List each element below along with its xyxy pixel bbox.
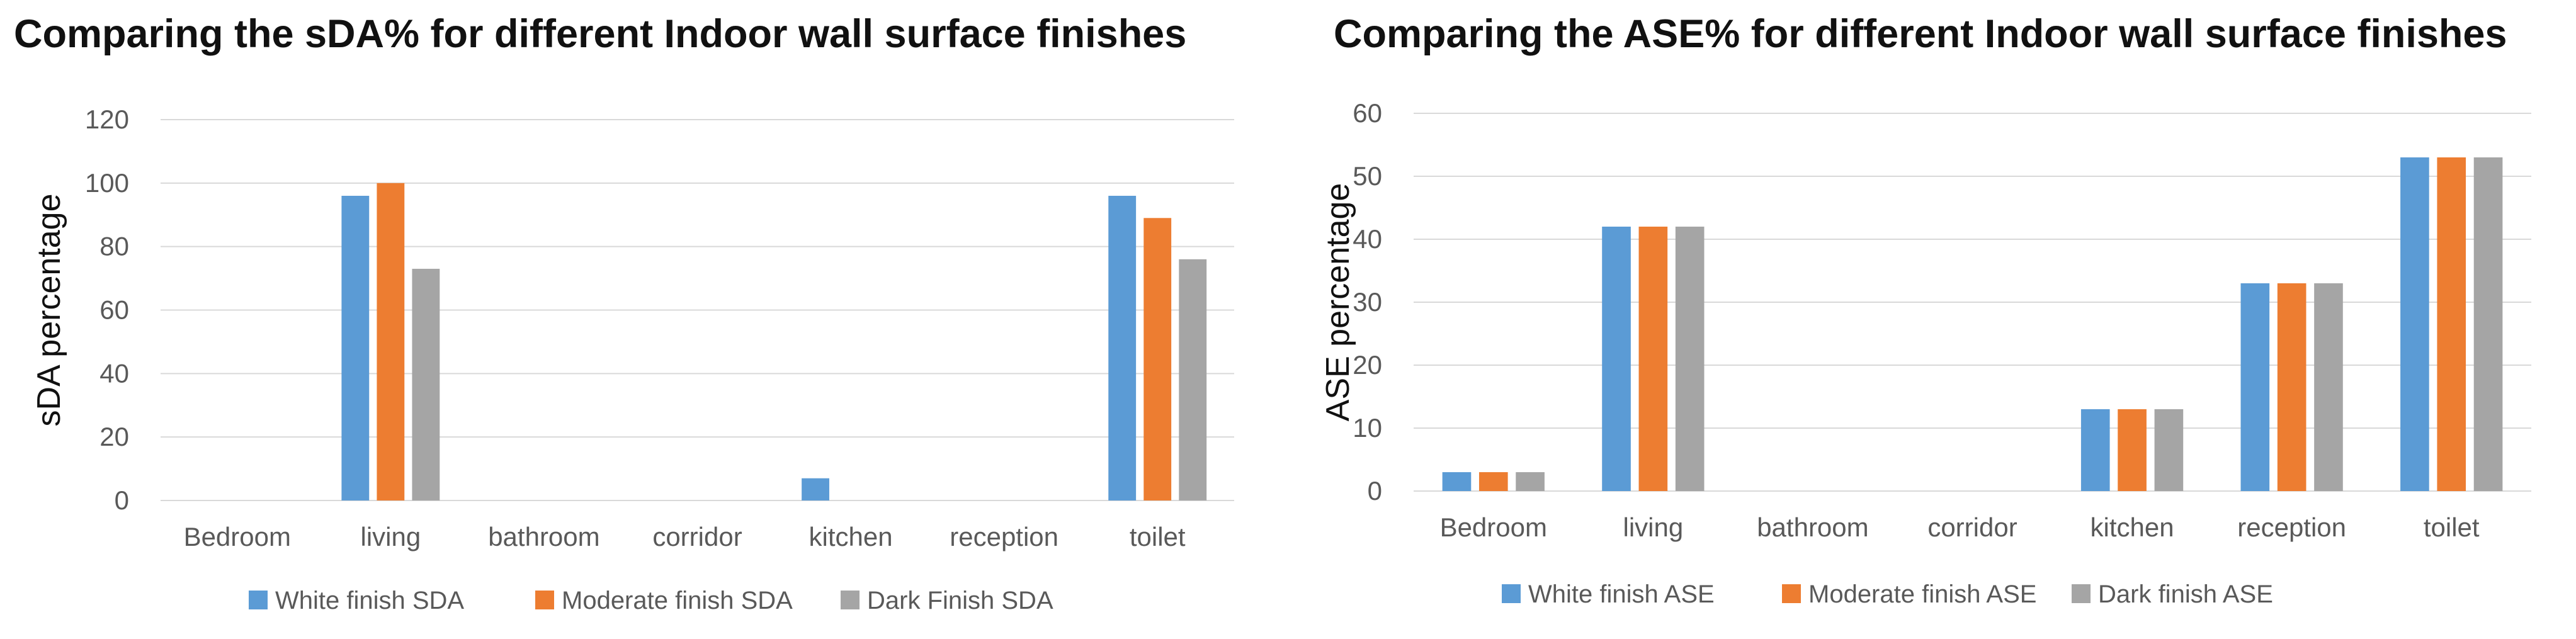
ase-x-tick-label: reception bbox=[2237, 512, 2346, 542]
ase-legend-swatch bbox=[1782, 584, 1801, 603]
sda-x-tick-label: kitchen bbox=[809, 522, 893, 551]
ase-y-tick-label: 10 bbox=[1353, 413, 1382, 443]
sda-legend-swatch bbox=[249, 591, 268, 609]
ase-bar bbox=[2277, 283, 2306, 491]
ase-x-tick-label: bathroom bbox=[1757, 512, 1868, 542]
sda-y-tick-label: 40 bbox=[99, 358, 129, 388]
ase-x-tick-label: kitchen bbox=[2091, 512, 2174, 542]
sda-bar bbox=[1108, 196, 1137, 500]
ase-bar bbox=[2314, 283, 2343, 491]
ase-x-tick-label: living bbox=[1623, 512, 1683, 542]
sda-y-tick-label: 100 bbox=[85, 168, 129, 198]
ase-x-tick-label: corridor bbox=[1927, 512, 2017, 542]
sda-x-tick-label: reception bbox=[950, 522, 1058, 551]
ase-x-tick-label: toilet bbox=[2424, 512, 2480, 542]
ase-y-tick-label: 20 bbox=[1353, 350, 1382, 380]
ase-y-tick-label: 0 bbox=[1368, 476, 1382, 506]
ase-bar bbox=[2240, 283, 2270, 491]
ase-bar bbox=[1638, 227, 1668, 491]
sda-x-tick-label: living bbox=[360, 522, 421, 551]
sda-x-tick-label: toilet bbox=[1130, 522, 1186, 551]
ase-bar bbox=[1516, 472, 1545, 491]
sda-y-axis-label: sDA percentage bbox=[31, 193, 67, 426]
sda-x-tick-label: Bedroom bbox=[184, 522, 291, 551]
ase-y-tick-label: 40 bbox=[1353, 224, 1382, 254]
sda-bar bbox=[1143, 218, 1172, 500]
ase-chart: 0 10 20 30 40 50 60 ASE percentage Bedroom living… bbox=[1320, 98, 2531, 608]
ase-bar bbox=[2473, 157, 2503, 491]
ase-legend-swatch bbox=[1502, 584, 1521, 603]
ase-legend-label: Dark finish ASE bbox=[2098, 580, 2273, 608]
ase-y-tick-label: 50 bbox=[1353, 161, 1382, 191]
sda-bar bbox=[802, 478, 829, 500]
ase-legend-label: Moderate finish ASE bbox=[1808, 580, 2036, 608]
sda-legend-swatch bbox=[841, 591, 860, 609]
sda-y-tick-label: 0 bbox=[115, 485, 129, 515]
sda-legend-swatch bbox=[535, 591, 554, 609]
ase-bar bbox=[2118, 409, 2147, 491]
ase-bar bbox=[2437, 157, 2466, 491]
sda-y-tick-label: 20 bbox=[99, 422, 129, 451]
ase-bar bbox=[1602, 227, 1631, 491]
ase-y-axis-label: ASE percentage bbox=[1320, 183, 1356, 422]
ase-bar bbox=[1675, 227, 1705, 491]
ase-x-tick-label: Bedroom bbox=[1440, 512, 1547, 542]
ase-legend-label: White finish ASE bbox=[1528, 580, 1715, 608]
sda-bar bbox=[412, 268, 440, 500]
ase-chart-title: Comparing the ASE% for different Indoor … bbox=[1334, 12, 2507, 56]
sda-y-tick-label: 80 bbox=[99, 232, 129, 261]
ase-bar bbox=[1478, 472, 1508, 491]
sda-x-tick-label: corridor bbox=[652, 522, 742, 551]
sda-legend-label: Dark Finish SDA bbox=[867, 587, 1053, 614]
ase-bar bbox=[1442, 472, 1472, 491]
ase-y-tick-label: 60 bbox=[1353, 98, 1382, 128]
sda-bar bbox=[341, 196, 370, 500]
ase-bar bbox=[2400, 157, 2429, 491]
ase-chart-panel: Comparing the ASE% for different Indoor … bbox=[1310, 0, 2576, 639]
sda-chart-panel: Comparing the sDA% for different Indoor … bbox=[0, 0, 1285, 639]
sda-chart: 0 20 40 60 80 100 120 sDA percentage Bedroom livi… bbox=[31, 105, 1234, 614]
sda-y-tick-label: 60 bbox=[99, 295, 129, 325]
sda-bar bbox=[1179, 259, 1207, 500]
sda-y-tick-label: 120 bbox=[85, 105, 129, 134]
sda-legend-label: Moderate finish SDA bbox=[562, 587, 793, 614]
ase-legend-swatch bbox=[2072, 584, 2091, 603]
ase-bar bbox=[2080, 409, 2110, 491]
sda-x-tick-label: bathroom bbox=[488, 522, 599, 551]
ase-y-tick-label: 30 bbox=[1353, 287, 1382, 317]
ase-bar bbox=[2154, 409, 2184, 491]
sda-legend-label: White finish SDA bbox=[275, 587, 464, 614]
sda-chart-title: Comparing the sDA% for different Indoor … bbox=[14, 12, 1187, 56]
sda-bar bbox=[377, 183, 405, 500]
